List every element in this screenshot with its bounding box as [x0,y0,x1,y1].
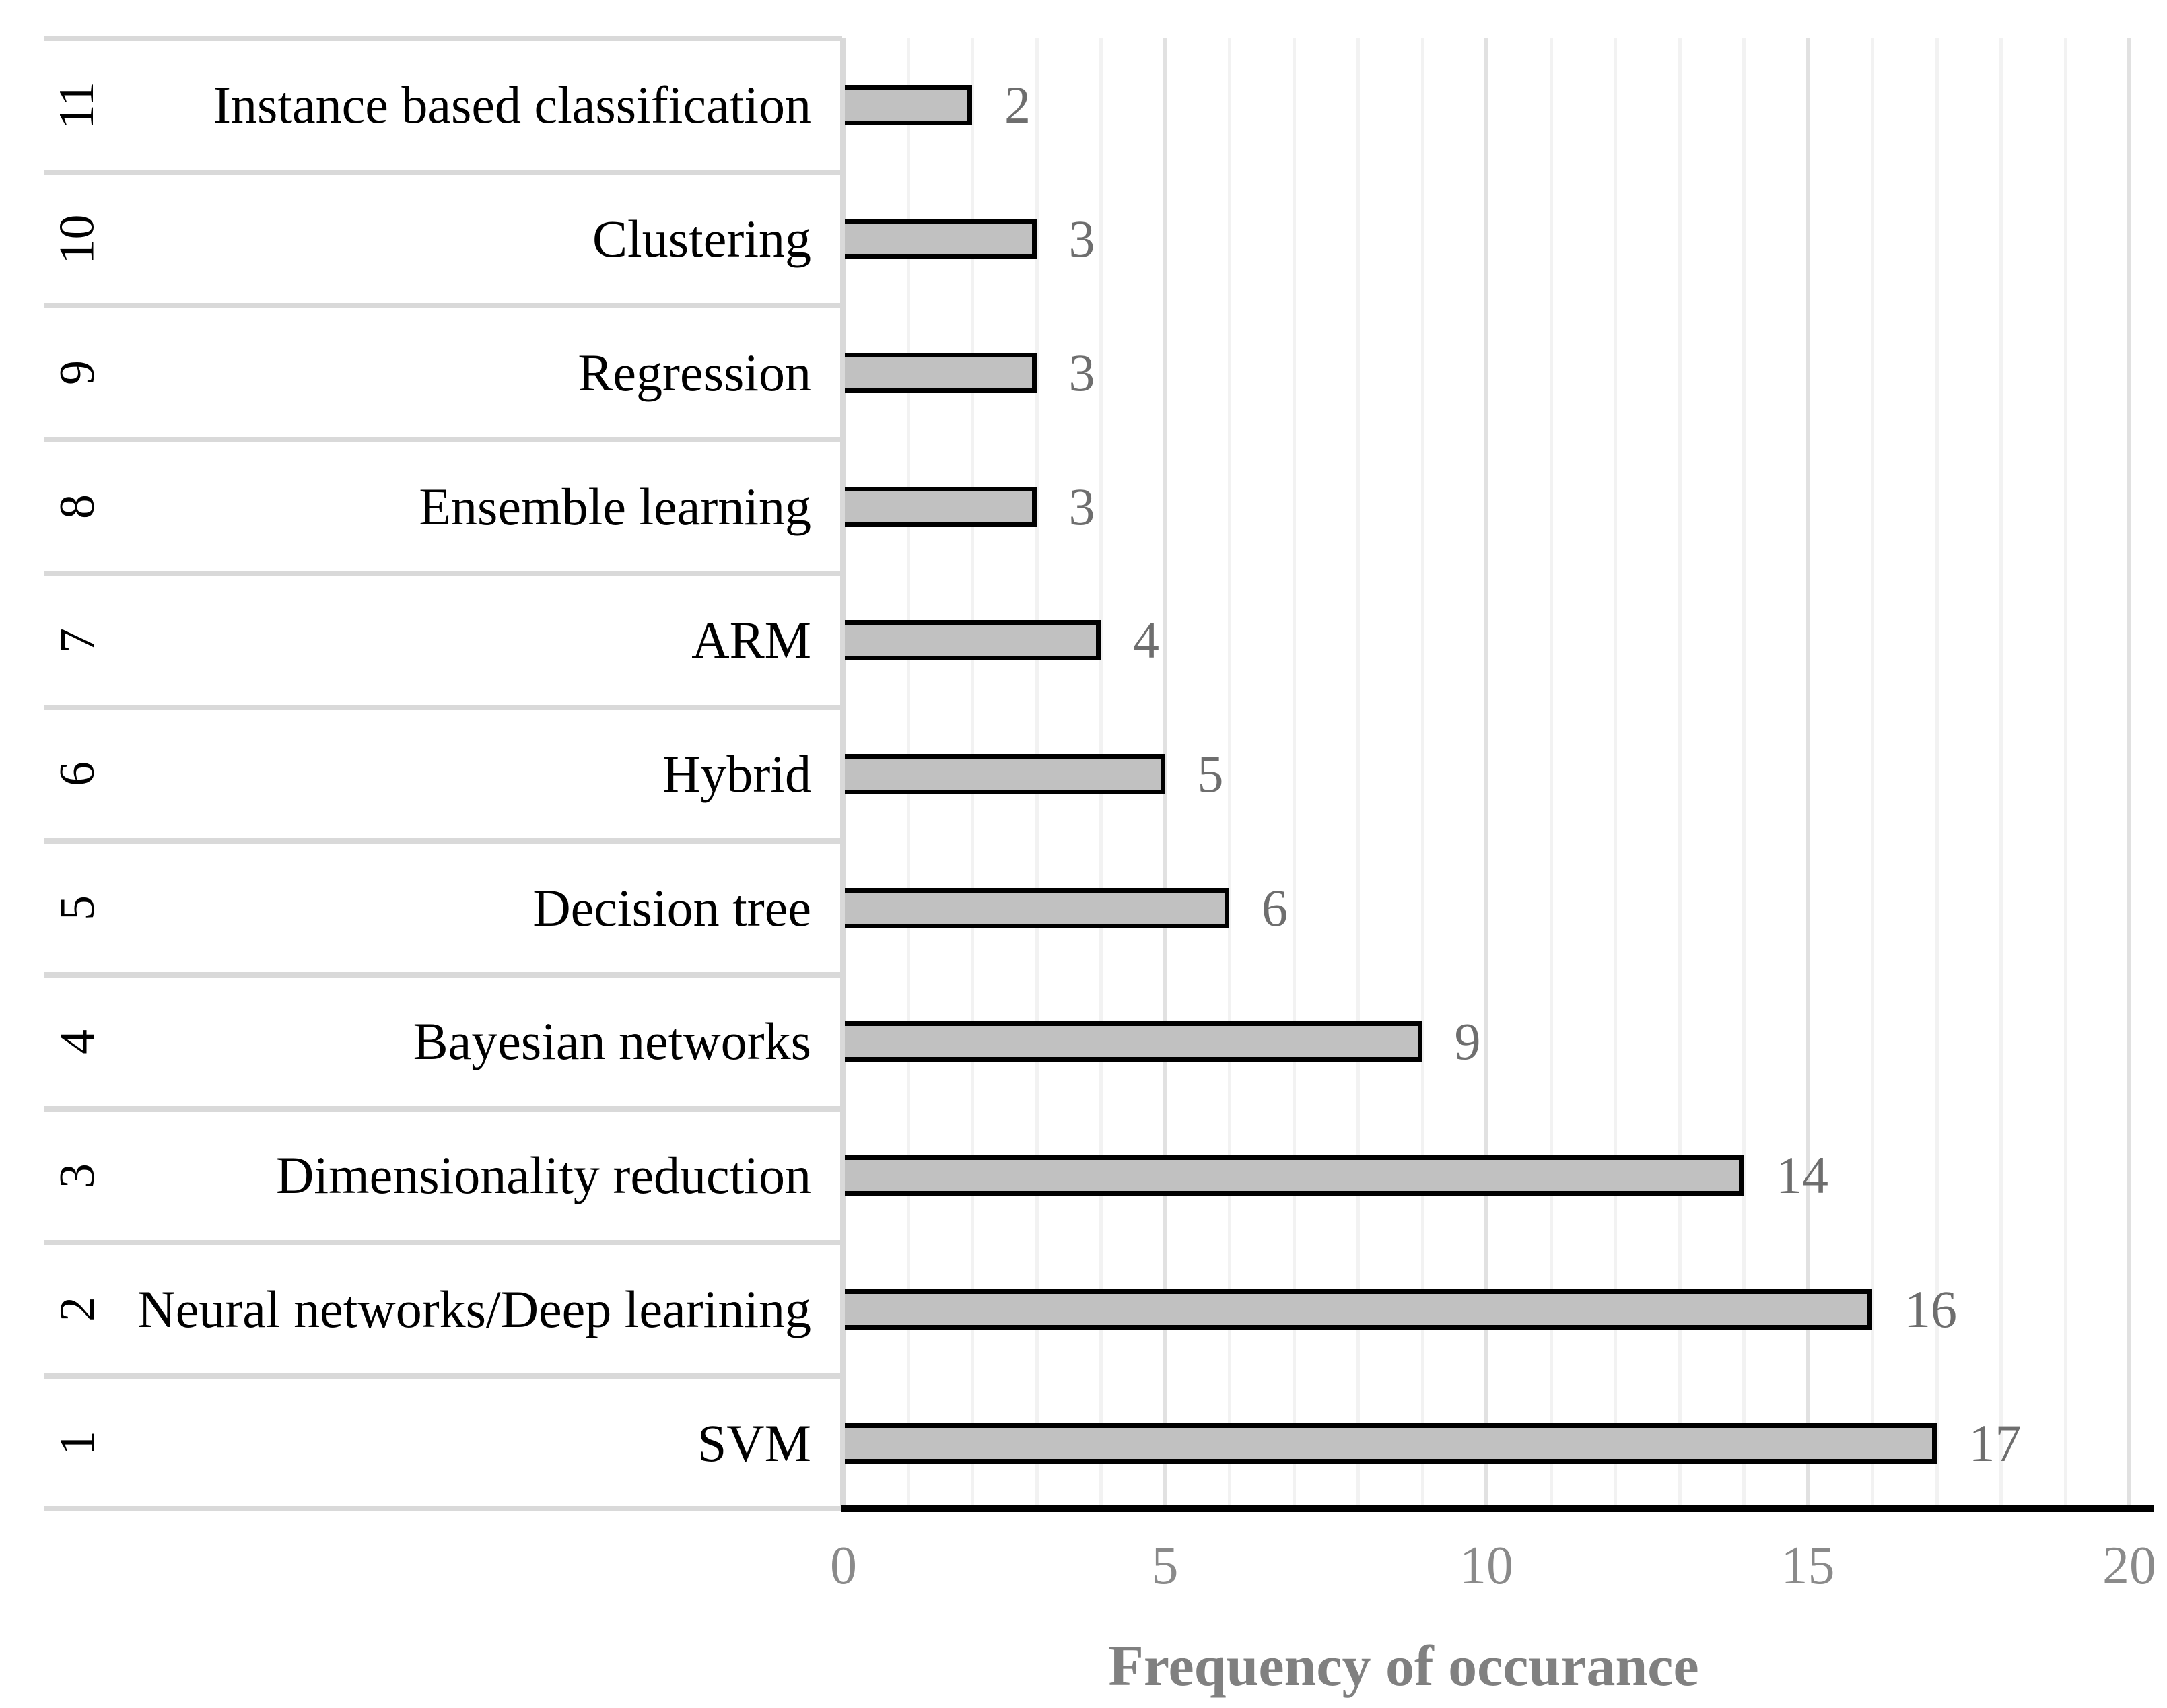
gridline-minor [1420,38,1424,1505]
row-rank-text: 10 [49,214,105,265]
row-rank-text: 1 [49,1431,105,1456]
gridline-minor [2063,38,2067,1505]
row-rank-text: 5 [49,895,105,921]
category-label: Regression [578,343,811,402]
bar-hybrid [845,754,1165,794]
bar-decision-tree [845,887,1229,928]
row-rank-text: 4 [49,1029,105,1054]
row-rank-label: 5 [40,841,114,975]
gridline-minor [1549,38,1553,1505]
row-rank-text: 3 [49,1163,105,1188]
row-rank-label: 3 [40,1109,114,1243]
bar-value-label: 3 [1068,343,1095,402]
x-axis-line [841,1505,2154,1512]
row-rank-label: 8 [40,440,114,574]
row-rank-text: 7 [49,627,105,653]
bar-value-label: 16 [1904,1279,1957,1338]
row-separator [44,838,842,844]
row-rank-text: 11 [49,81,105,129]
bar-value-label: 4 [1133,611,1159,670]
row-separator [44,1239,842,1245]
row-rank-text: 6 [49,761,105,787]
bar-value-label: 9 [1454,1012,1481,1071]
row-separator [44,36,842,41]
x-axis-title: Frequency of occurance [1108,1633,1699,1698]
x-tick-label-5: 5 [1151,1536,1179,1596]
gridline-minor [1935,38,1939,1505]
gridline-minor [1228,38,1231,1505]
gridline-minor [1999,38,2003,1505]
gridline-major [2127,38,2131,1505]
row-rank-label: 6 [40,708,114,842]
row-rank-label: 1 [40,1376,114,1510]
bar-value-label: 17 [1968,1413,2022,1472]
bar-dimensionality-reduction [845,1155,1744,1196]
bar-value-label: 14 [1776,1146,1828,1205]
row-separator [44,437,842,443]
category-axis-line [840,38,846,1510]
row-rank-label: 10 [40,172,114,306]
row-rank-label: 7 [40,574,114,708]
bar-value-label: 3 [1068,209,1095,269]
category-label: Neural networks/Deep learining [137,1279,811,1338]
gridline-minor [1614,38,1617,1505]
x-tick-label-10: 10 [1459,1536,1513,1596]
row-rank-label: 11 [40,38,114,172]
bar-clustering [845,219,1037,260]
row-separator [44,1105,842,1112]
category-label: Dimensionality reduction [275,1146,811,1205]
x-tick-label-0: 0 [830,1536,857,1596]
bar-regression [845,352,1037,393]
row-separator [44,169,842,175]
row-rank-text: 2 [49,1297,105,1322]
gridline-minor [1356,38,1360,1505]
category-label: Ensemble learning [419,477,811,536]
gridline-major [1805,38,1810,1505]
bar-value-label: 2 [1004,75,1031,135]
bar-neural-networks-deep-learining [845,1289,1872,1330]
row-separator [44,303,842,309]
category-label: ARM [691,611,811,670]
category-label: SVM [697,1413,811,1472]
category-label: Instance based classification [213,75,811,135]
row-separator [44,1373,842,1379]
row-separator [44,704,842,710]
bar-instance-based-classification [845,85,972,126]
row-rank-text: 9 [49,360,105,386]
bar-value-label: 6 [1262,878,1288,937]
bar-value-label: 5 [1197,744,1224,803]
category-label: Hybrid [662,744,811,803]
row-rank-label: 9 [40,306,114,440]
gridline-major [1484,38,1488,1505]
row-separator [44,570,842,576]
gridline-minor [1742,38,1746,1505]
gridline-minor [1678,38,1682,1505]
bar-svm [845,1423,1937,1464]
row-rank-text: 8 [49,494,105,520]
bar-ensemble-learning [845,486,1037,527]
x-tick-label-15: 15 [1781,1536,1835,1596]
bar-bayesian-networks [845,1021,1422,1062]
row-rank-label: 4 [40,975,114,1109]
category-label: Bayesian networks [413,1012,811,1071]
label-area-bottom-border [44,1506,842,1511]
bar-value-label: 3 [1068,477,1095,536]
gridline-minor [1292,38,1296,1505]
category-label: Clustering [592,209,811,269]
category-label: Decision tree [532,878,811,937]
gridline-minor [1871,38,1874,1505]
row-separator [44,972,842,978]
x-tick-label-20: 20 [2102,1536,2156,1596]
row-rank-label: 2 [40,1243,114,1377]
bar-arm [845,620,1101,661]
